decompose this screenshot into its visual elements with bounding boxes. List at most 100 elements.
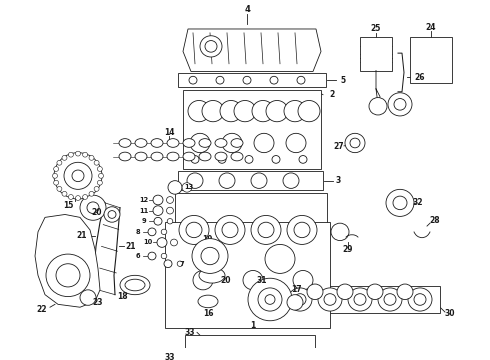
Text: 1: 1 bbox=[250, 321, 256, 330]
Circle shape bbox=[288, 288, 312, 311]
Ellipse shape bbox=[167, 152, 179, 161]
Ellipse shape bbox=[199, 152, 211, 161]
Ellipse shape bbox=[167, 139, 179, 147]
Ellipse shape bbox=[183, 139, 195, 147]
Circle shape bbox=[251, 215, 281, 244]
Text: 26: 26 bbox=[415, 73, 425, 82]
Text: 30: 30 bbox=[445, 310, 455, 319]
Circle shape bbox=[234, 100, 256, 122]
Circle shape bbox=[394, 99, 406, 110]
Bar bbox=[178, 171, 323, 190]
Circle shape bbox=[248, 278, 292, 321]
Text: 21: 21 bbox=[126, 242, 136, 251]
Circle shape bbox=[318, 288, 342, 311]
Circle shape bbox=[258, 288, 282, 311]
Bar bbox=[175, 193, 327, 317]
Circle shape bbox=[177, 261, 183, 266]
Ellipse shape bbox=[135, 139, 147, 147]
Circle shape bbox=[193, 270, 213, 290]
Circle shape bbox=[57, 186, 62, 191]
Circle shape bbox=[272, 156, 280, 163]
Bar bbox=[183, 90, 321, 169]
Circle shape bbox=[57, 160, 62, 165]
Text: 24: 24 bbox=[426, 23, 436, 32]
Circle shape bbox=[72, 170, 84, 182]
Circle shape bbox=[190, 133, 210, 153]
Ellipse shape bbox=[198, 295, 218, 308]
Circle shape bbox=[254, 133, 274, 153]
Circle shape bbox=[205, 350, 225, 360]
Circle shape bbox=[252, 100, 274, 122]
Text: 10: 10 bbox=[144, 239, 152, 246]
Text: 2: 2 bbox=[329, 90, 335, 99]
Text: 19: 19 bbox=[202, 235, 212, 244]
Circle shape bbox=[154, 217, 162, 225]
Circle shape bbox=[69, 194, 74, 199]
Circle shape bbox=[87, 202, 99, 213]
Circle shape bbox=[167, 197, 173, 203]
Circle shape bbox=[167, 219, 173, 224]
Bar bbox=[178, 73, 326, 87]
Circle shape bbox=[168, 181, 182, 194]
Circle shape bbox=[80, 195, 106, 220]
Circle shape bbox=[80, 290, 96, 305]
Text: 12: 12 bbox=[139, 197, 148, 203]
Circle shape bbox=[161, 229, 167, 235]
Circle shape bbox=[354, 294, 366, 305]
Circle shape bbox=[286, 133, 306, 153]
Ellipse shape bbox=[231, 139, 243, 147]
Text: 4: 4 bbox=[244, 5, 250, 14]
Text: 15: 15 bbox=[63, 201, 73, 210]
Text: 8: 8 bbox=[136, 229, 140, 235]
Circle shape bbox=[182, 183, 192, 192]
Circle shape bbox=[331, 223, 349, 240]
Text: 18: 18 bbox=[117, 292, 127, 301]
Circle shape bbox=[153, 195, 163, 205]
Ellipse shape bbox=[119, 152, 131, 161]
Text: 27: 27 bbox=[334, 142, 344, 151]
Circle shape bbox=[69, 152, 74, 157]
Text: 22: 22 bbox=[37, 305, 47, 314]
Circle shape bbox=[153, 206, 163, 215]
Text: 5: 5 bbox=[341, 76, 345, 85]
Text: 13: 13 bbox=[184, 184, 194, 190]
Circle shape bbox=[345, 133, 365, 153]
Circle shape bbox=[294, 294, 306, 305]
Circle shape bbox=[408, 288, 432, 311]
Polygon shape bbox=[183, 29, 321, 72]
Ellipse shape bbox=[215, 139, 227, 147]
Circle shape bbox=[148, 228, 156, 236]
Circle shape bbox=[384, 294, 396, 305]
Circle shape bbox=[367, 284, 383, 300]
Ellipse shape bbox=[125, 279, 145, 291]
Circle shape bbox=[265, 244, 295, 273]
Text: 28: 28 bbox=[430, 216, 441, 225]
Bar bbox=[360, 37, 392, 71]
Text: 33: 33 bbox=[185, 328, 195, 337]
Text: 14: 14 bbox=[164, 128, 174, 137]
Circle shape bbox=[104, 207, 120, 222]
Circle shape bbox=[161, 253, 167, 259]
Circle shape bbox=[171, 239, 177, 246]
Circle shape bbox=[205, 41, 217, 52]
Circle shape bbox=[324, 294, 336, 305]
Circle shape bbox=[287, 295, 303, 310]
Circle shape bbox=[266, 100, 288, 122]
Circle shape bbox=[98, 167, 102, 171]
Text: 16: 16 bbox=[203, 309, 213, 318]
Circle shape bbox=[202, 100, 224, 122]
Ellipse shape bbox=[199, 267, 225, 283]
Circle shape bbox=[307, 284, 323, 300]
Circle shape bbox=[337, 284, 353, 300]
Circle shape bbox=[89, 156, 94, 160]
Text: 29: 29 bbox=[343, 245, 353, 254]
Bar bbox=[185, 335, 315, 360]
Circle shape bbox=[56, 264, 80, 287]
Bar bbox=[410, 37, 452, 83]
Circle shape bbox=[179, 215, 209, 244]
Circle shape bbox=[75, 151, 80, 156]
Circle shape bbox=[64, 162, 92, 189]
Circle shape bbox=[258, 222, 274, 238]
Text: 23: 23 bbox=[93, 298, 103, 307]
Bar bbox=[165, 222, 330, 328]
